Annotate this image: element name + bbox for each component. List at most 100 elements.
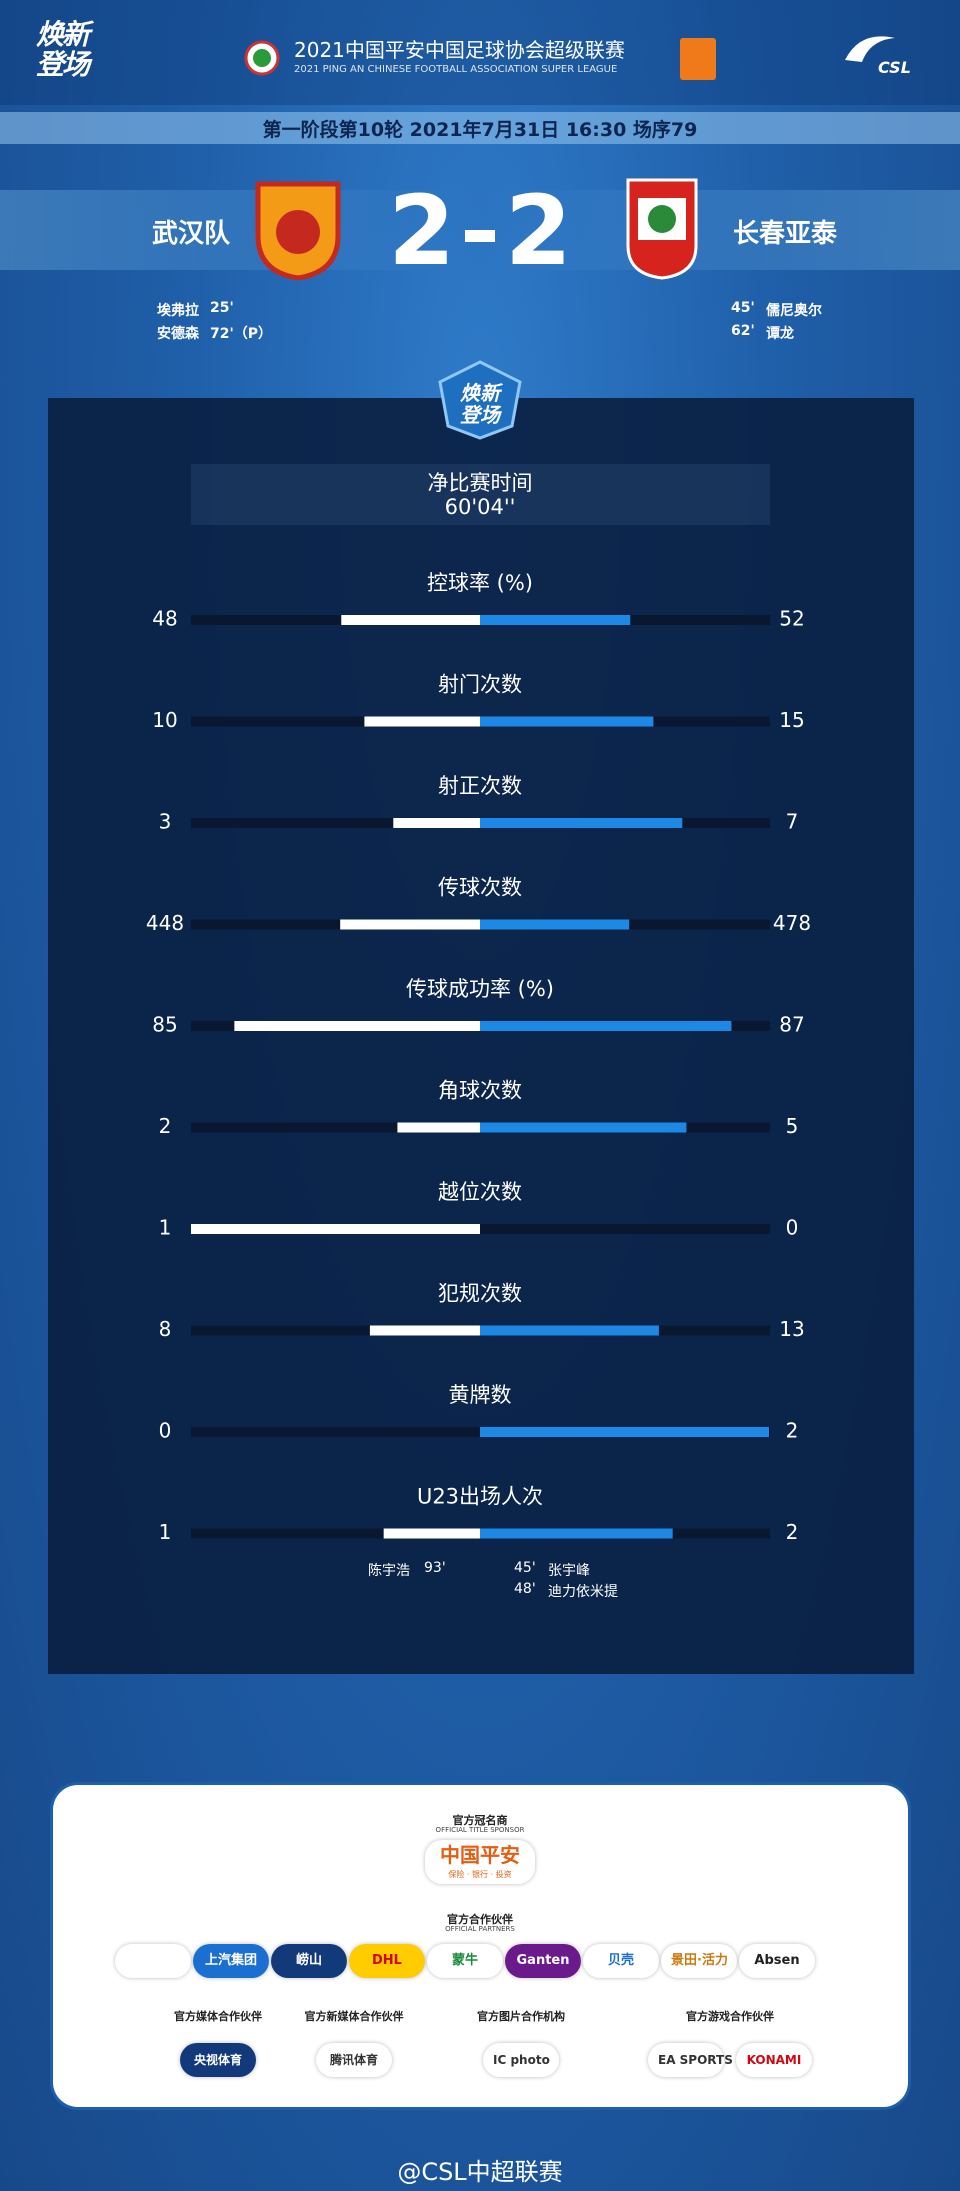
home-bar bbox=[364, 716, 480, 727]
stat-label: 射门次数 bbox=[438, 673, 522, 697]
home-bar bbox=[234, 1021, 480, 1031]
home-bar bbox=[191, 1224, 480, 1234]
home-scorer-minute: 25' bbox=[210, 300, 234, 316]
partner-logo: Ganten bbox=[505, 1944, 581, 1978]
title-sponsor-label: 官方冠名商 bbox=[452, 1814, 508, 1827]
net-time-value: 60'04'' bbox=[444, 495, 516, 519]
away-bar bbox=[480, 716, 654, 727]
group-logo: IC photo bbox=[483, 2043, 559, 2077]
bar-track bbox=[191, 1224, 770, 1234]
home-value: 448 bbox=[146, 911, 184, 935]
match-info-bar bbox=[0, 112, 960, 144]
away-emblem bbox=[626, 178, 698, 280]
cfa-emblem bbox=[244, 40, 280, 76]
away-scorer-minute: 62' bbox=[731, 323, 755, 339]
away-bar bbox=[480, 1325, 659, 1336]
partner-logo: 上汽集团 bbox=[193, 1944, 269, 1978]
home-value: 85 bbox=[152, 1013, 177, 1037]
stat-label: 犯规次数 bbox=[438, 1282, 522, 1306]
away-value: 5 bbox=[786, 1114, 799, 1138]
away-value: 87 bbox=[779, 1013, 804, 1037]
home-value: 1 bbox=[159, 1216, 172, 1240]
away-value: 0 bbox=[786, 1216, 799, 1240]
partner-logo: Absen bbox=[739, 1944, 815, 1978]
partner-logo: 景田·活力 bbox=[661, 1944, 737, 1978]
stat-label: 传球次数 bbox=[438, 876, 522, 900]
home-scorer-name: 埃弗拉 bbox=[157, 303, 199, 319]
group-label: 官方游戏合作伙伴 bbox=[686, 2010, 774, 2023]
away-value: 13 bbox=[779, 1317, 804, 1341]
stat-label: 传球成功率 (%) bbox=[406, 977, 554, 1001]
home-value: 1 bbox=[159, 1520, 172, 1544]
away-score: 2 bbox=[505, 175, 572, 287]
u23-away-minute: 45' bbox=[514, 1560, 536, 1576]
csl-mark bbox=[845, 36, 895, 62]
away-scorer-name: 儒尼奥尔 bbox=[766, 303, 822, 319]
title-sponsor: 中国平安 bbox=[425, 1840, 535, 1884]
match-info: 第一阶段第10轮 2021年7月31日 16:30 场序79 bbox=[262, 119, 698, 141]
home-bar bbox=[383, 1528, 480, 1539]
partner-logo: DHL bbox=[349, 1944, 425, 1978]
away-bar bbox=[480, 818, 683, 828]
panel-emblem bbox=[438, 360, 522, 440]
header-bar bbox=[0, 0, 960, 105]
title-sponsor-slogan: 保险 · 银行 · 投资 bbox=[448, 1870, 512, 1879]
partner-logo: 贝壳 bbox=[583, 1944, 659, 1978]
stats-panel bbox=[48, 398, 914, 1674]
footer: @CSL中超联赛 bbox=[397, 2158, 563, 2186]
home-bar bbox=[341, 615, 480, 625]
home-value: 3 bbox=[159, 810, 172, 834]
home-team: 武汉队 bbox=[151, 219, 231, 249]
home-scorer-minute: 72'（P） bbox=[210, 326, 273, 342]
group-label: 官方图片合作机构 bbox=[477, 2010, 565, 2023]
net-time-label: 净比赛时间 bbox=[427, 471, 533, 495]
away-value: 15 bbox=[779, 708, 804, 732]
u23-away-name: 张宇峰 bbox=[548, 1563, 590, 1579]
home-bar bbox=[340, 919, 480, 930]
away-bar bbox=[480, 1021, 732, 1031]
partners-label-en: OFFICIAL PARTNERS bbox=[445, 1925, 515, 1933]
stat-label: 角球次数 bbox=[438, 1079, 522, 1103]
home-bar bbox=[369, 1325, 480, 1336]
away-value: 52 bbox=[779, 607, 804, 631]
away-bar bbox=[480, 615, 631, 625]
away-value: 478 bbox=[773, 911, 811, 935]
home-value: 8 bbox=[159, 1317, 172, 1341]
home-bar bbox=[397, 1122, 480, 1133]
partner-logo: 蒙牛 bbox=[427, 1944, 503, 1978]
league-subtitle: 2021 PING AN CHINESE FOOTBALL ASSOCIATIO… bbox=[294, 64, 618, 75]
home-value: 10 bbox=[152, 708, 177, 732]
stat-label: 越位次数 bbox=[438, 1180, 522, 1204]
group-logo: EA SPORTS bbox=[648, 2043, 733, 2077]
home-emblem bbox=[255, 181, 341, 280]
title-sponsor-label-en: OFFICIAL TITLE SPONSOR bbox=[435, 1826, 525, 1834]
partner-logo: 崂山 bbox=[271, 1944, 347, 1978]
stat-label: 控球率 (%) bbox=[427, 571, 533, 595]
home-scorer-name: 安德森 bbox=[157, 326, 199, 342]
group-label: 官方新媒体合作伙伴 bbox=[304, 2010, 404, 2023]
stat-label: U23出场人次 bbox=[417, 1485, 543, 1509]
logo-text: 焕新登场 bbox=[36, 18, 90, 81]
away-value: 2 bbox=[786, 1520, 799, 1544]
group-logo: 腾讯体育 bbox=[316, 2043, 392, 2077]
away-scorer-name: 谭龙 bbox=[766, 326, 794, 342]
home-value: 2 bbox=[159, 1114, 172, 1138]
home-value: 0 bbox=[159, 1419, 172, 1443]
group-logo: 央视体育 bbox=[180, 2043, 256, 2077]
stat-label: 黄牌数 bbox=[449, 1383, 512, 1407]
u23-home-name: 陈宇浩 bbox=[368, 1563, 410, 1579]
home-bar bbox=[393, 818, 480, 828]
stat-label: 射正次数 bbox=[438, 774, 522, 798]
partners-label: 官方合作伙伴 bbox=[447, 1913, 513, 1926]
csl-text: CSL bbox=[878, 58, 911, 77]
away-bar bbox=[480, 1528, 673, 1539]
league-title: 2021中国平安中国足球协会超级联赛 bbox=[294, 38, 625, 62]
u23-away-minute: 48' bbox=[514, 1581, 536, 1597]
away-value: 7 bbox=[786, 810, 799, 834]
away-bar bbox=[480, 1122, 687, 1133]
u23-away-name: 迪力依米提 bbox=[548, 1584, 618, 1600]
group-label: 官方媒体合作伙伴 bbox=[174, 2010, 262, 2023]
panel-emblem-text: 焕新登场 bbox=[460, 381, 500, 427]
